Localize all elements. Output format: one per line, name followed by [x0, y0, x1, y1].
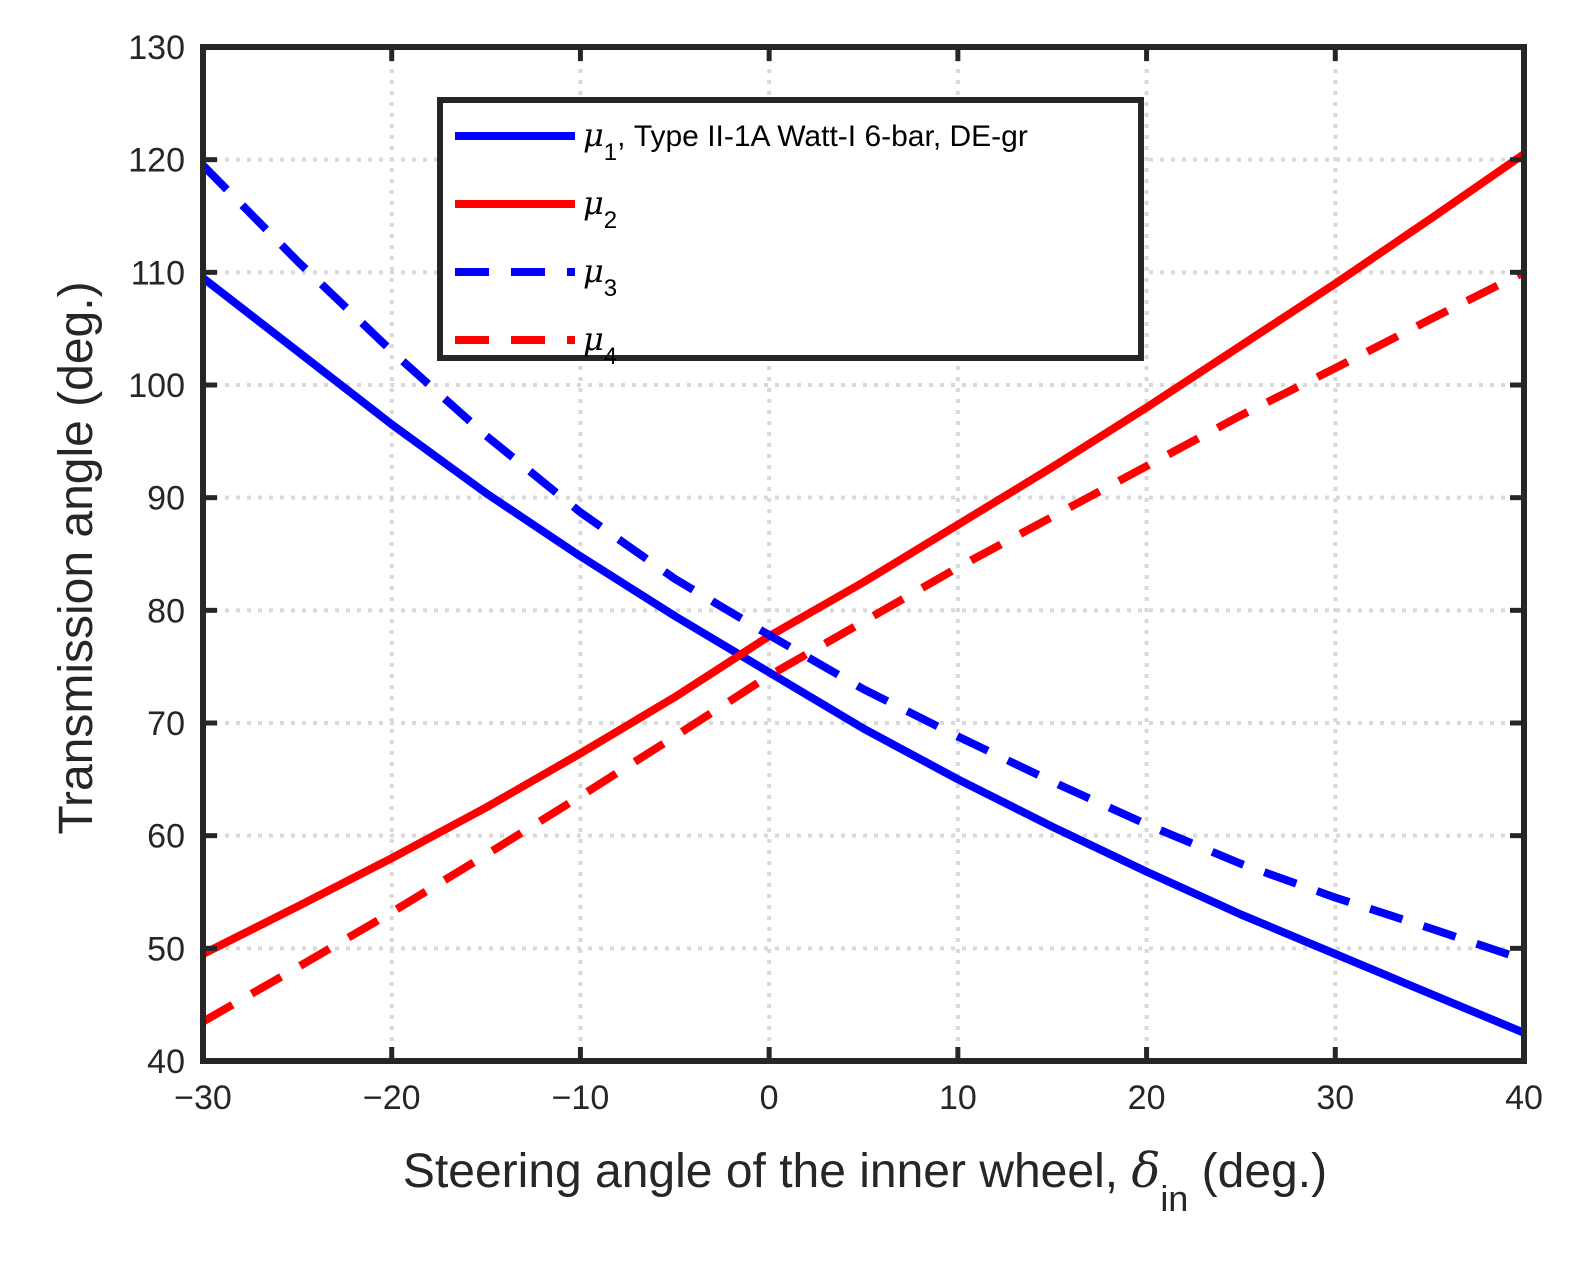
x-tick-label: 40 [1505, 1079, 1543, 1117]
y-axis-title: Transmission angle (deg.) [50, 281, 103, 834]
series-line-mu4 [201, 268, 1526, 1026]
x-axis-title-unit: (deg.) [1188, 1145, 1327, 1198]
y-tick-label: 70 [147, 705, 185, 743]
x-axis-title: Steering angle of the inner wheel, δin (… [403, 1143, 1327, 1219]
x-axis-title-main: Steering angle of the inner wheel, [403, 1145, 1131, 1198]
y-tick-label: 50 [147, 930, 185, 968]
y-tick-label: 110 [131, 254, 185, 292]
legend: μ1, Type II-1A Watt-I 6-bar, DE-gr μ2 μ3 μ4 [437, 97, 1144, 370]
y-tick-label: 100 [128, 367, 185, 405]
legend-label-mu3: μ3 [583, 252, 617, 302]
x-tick-label: −30 [174, 1079, 232, 1117]
legend-label-mu2: μ2 [583, 184, 617, 234]
legend-box [437, 97, 1144, 361]
x-tick-label: 20 [1128, 1079, 1166, 1117]
legend-label-mu4: μ4 [583, 320, 617, 370]
y-tick-label: 90 [147, 480, 185, 518]
series-line-mu2 [201, 150, 1527, 958]
x-axis-title-subscript: in [1160, 1178, 1188, 1219]
series-line-mu3 [200, 162, 1526, 964]
y-tick-label: 40 [147, 1043, 185, 1081]
y-tick-label: 60 [147, 818, 185, 856]
series-line-mu1 [200, 274, 1526, 1037]
y-tick-label: 120 [128, 142, 185, 180]
x-tick-label: 10 [939, 1079, 977, 1117]
series-layer [200, 150, 1527, 1037]
y-tick-label: 130 [128, 29, 185, 67]
delta-symbol: δ [1131, 1143, 1160, 1199]
y-tick-label: 80 [147, 592, 185, 630]
legend-entries: μ1, Type II-1A Watt-I 6-bar, DE-gr μ2 μ3 μ4 [455, 116, 1028, 370]
x-tick-label: −20 [363, 1079, 421, 1117]
plot-frame [200, 44, 1527, 1064]
legend-label-mu1: μ1, Type II-1A Watt-I 6-bar, DE-gr [583, 116, 1028, 166]
x-tick-label: −10 [552, 1079, 610, 1117]
tick-labels: −30 −20 −10 0 10 20 30 40 40 50 60 70 80 90 100 110 120 1… [128, 29, 1543, 1117]
x-tick-label: 30 [1316, 1079, 1354, 1117]
x-tick-label: 0 [760, 1079, 779, 1117]
